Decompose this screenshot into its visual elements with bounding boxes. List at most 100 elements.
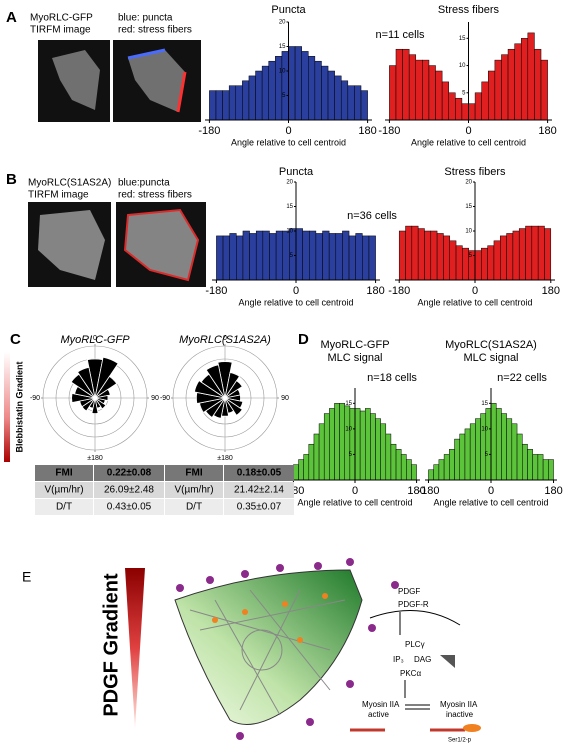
- y-tick-label: 15: [345, 401, 352, 407]
- bar: [328, 233, 337, 281]
- bar: [433, 464, 440, 481]
- bar: [335, 233, 343, 281]
- bar: [506, 233, 514, 281]
- y-tick-label: 15: [481, 401, 488, 407]
- bar: [255, 230, 264, 281]
- bar: [448, 92, 456, 121]
- bar: [544, 228, 552, 281]
- gradient-label: Blebbistatin Gradient: [14, 361, 24, 452]
- bar: [340, 80, 349, 121]
- bar: [527, 449, 533, 481]
- bar: [349, 408, 356, 481]
- image-label: TIRFM image: [28, 190, 89, 201]
- bar: [408, 54, 417, 121]
- bar: [500, 235, 507, 281]
- x-tick-label: -180: [378, 125, 400, 137]
- bar: [385, 433, 392, 481]
- bar: [389, 65, 397, 121]
- bar: [469, 423, 476, 481]
- x-tick-label: 180: [538, 125, 556, 137]
- bar: [295, 228, 303, 281]
- bar: [527, 32, 535, 121]
- bar: [507, 48, 515, 121]
- panel-label: C: [10, 331, 21, 348]
- angle-label: 0: [93, 335, 97, 342]
- image-label: MyoRLC(S1AS2A): [28, 178, 111, 189]
- y-tick-label: 10: [345, 426, 352, 432]
- panel-label: B: [6, 171, 17, 188]
- y-tick-label: 5: [485, 452, 489, 458]
- x-tick-label: 0: [472, 285, 478, 297]
- bar: [424, 230, 432, 281]
- table-cell: [94, 465, 164, 481]
- bar: [411, 464, 417, 481]
- table-cell: [94, 482, 164, 498]
- bar: [368, 235, 376, 281]
- x-tick-label: 180: [366, 285, 384, 297]
- myosin-inactive-head: [463, 724, 481, 732]
- y-tick-label: 20: [279, 20, 286, 26]
- bar: [438, 459, 445, 481]
- bar: [275, 56, 283, 121]
- table-cell: [165, 499, 223, 515]
- bar: [236, 235, 244, 281]
- bar: [494, 59, 502, 121]
- x-axis-label: Angle relative to cell centroid: [238, 297, 353, 307]
- chart-subtitle: MLC signal: [463, 352, 518, 364]
- table-text: 0.18±0.05: [237, 468, 282, 479]
- bar: [540, 59, 548, 121]
- table-text: 21.42±2.14: [234, 485, 284, 496]
- bar: [229, 233, 237, 281]
- gradient-label: PDGF Gradient: [100, 573, 122, 717]
- bar: [355, 233, 363, 281]
- bar: [514, 43, 522, 121]
- bar: [323, 413, 330, 481]
- bar: [294, 46, 302, 121]
- bar: [282, 230, 290, 281]
- angle-label: ±180: [87, 455, 103, 462]
- pathway-label: PKCα: [400, 669, 421, 678]
- bar: [454, 438, 460, 481]
- bar: [248, 75, 256, 121]
- rose-wedge: [94, 397, 107, 410]
- bar: [474, 92, 482, 121]
- pathway-label: Myosin IIA: [440, 700, 478, 709]
- angle-label: ±180: [217, 455, 233, 462]
- y-tick-label: 10: [465, 229, 472, 235]
- y-tick-label: 20: [465, 180, 472, 186]
- bar: [455, 245, 463, 281]
- bar: [435, 70, 443, 121]
- bar: [400, 454, 407, 481]
- bar: [449, 449, 455, 481]
- gradient-bar: [4, 352, 10, 462]
- bar: [334, 75, 342, 121]
- bar: [242, 230, 250, 281]
- bar: [532, 454, 539, 481]
- rose-wedge: [94, 388, 111, 399]
- table-cell: [94, 499, 164, 515]
- rose-wedge: [193, 380, 226, 399]
- y-tick-label: 5: [282, 93, 286, 99]
- cell-image: [52, 50, 100, 110]
- bar: [342, 230, 350, 281]
- bar: [395, 48, 403, 121]
- bar: [249, 233, 257, 281]
- bar: [275, 230, 283, 281]
- bar: [302, 230, 310, 281]
- annotation: n=11 cells: [375, 29, 425, 41]
- bar: [487, 245, 495, 281]
- pathway-label: PDGF: [398, 587, 420, 596]
- bar: [315, 233, 323, 281]
- bar: [441, 81, 449, 121]
- y-tick-label: 15: [459, 36, 466, 42]
- bar: [354, 85, 362, 121]
- chart-title: Puncta: [271, 4, 306, 16]
- bar: [303, 454, 310, 481]
- x-tick-label: 0: [285, 125, 291, 137]
- bar: [534, 48, 542, 121]
- chart-title: MyoRLC(S1AS2A): [179, 334, 271, 346]
- x-tick-label: -180: [205, 285, 227, 297]
- x-axis-label: Angle relative to cell centroid: [231, 137, 346, 147]
- bar: [329, 408, 335, 481]
- cell-image: [128, 50, 185, 112]
